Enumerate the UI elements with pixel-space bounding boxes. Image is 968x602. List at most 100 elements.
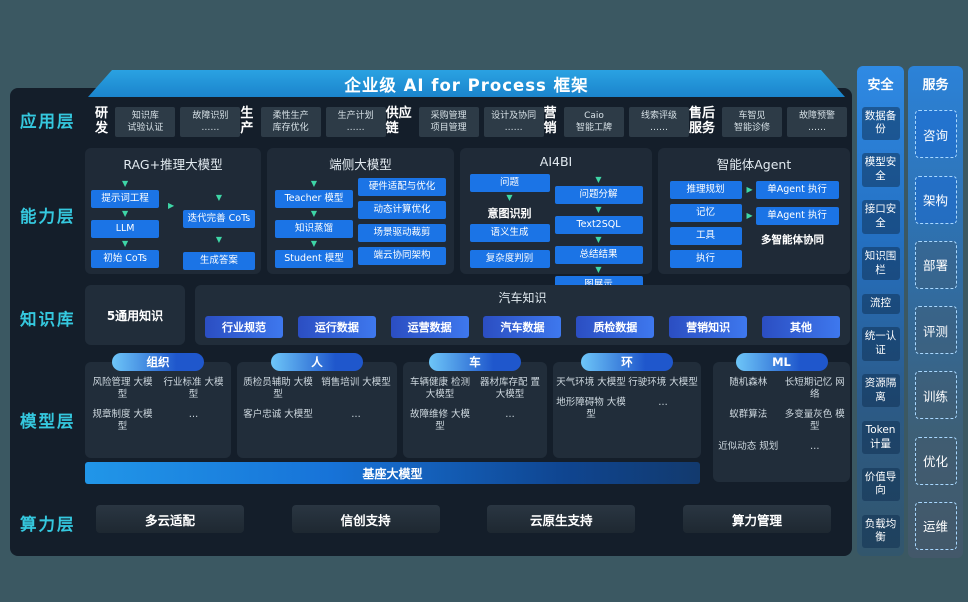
app-item-line: 采购管理	[430, 110, 467, 121]
arrow-down-icon: ▼	[595, 204, 602, 214]
arrow-down-icon: ▼	[595, 175, 602, 184]
model-cell: 蚁群算法	[729, 408, 768, 420]
agent-component-item: 记忆	[669, 203, 742, 222]
automotive-knowledge-title: 汽车知识	[498, 291, 547, 305]
model-group-ml: ML 随机森林 长短期记忆 网络 蚁群算法 多变量灰色 模型 近似动态 规划…	[713, 353, 850, 482]
app-item-line: 设计及协同	[491, 110, 537, 121]
compute-item: 多云适配	[96, 505, 244, 533]
automotive-knowledge-panel: 汽车知识 行业规范 运行数据 运营数据 汽车数据 质检数据 营销知识 其他	[195, 285, 850, 345]
model-group-header: 人	[271, 353, 363, 371]
security-item: 数据备份	[861, 106, 900, 140]
edge-feature-item: 硬件适配与优化	[358, 178, 446, 196]
app-item-line: ……	[807, 123, 826, 133]
multi-agent-label: 多智能体协同	[761, 233, 824, 246]
arrow-down-icon: ▼	[122, 179, 129, 188]
arrow-down-icon: ▼	[595, 264, 602, 274]
arrow-down-icon: ▼	[506, 192, 513, 202]
ai4bi-item: 复杂度判别	[469, 249, 550, 268]
edge-panel-title: 端侧大模型	[329, 157, 392, 172]
model-cell-grid: 天气环境 大模型 行驶环境 大模型 地形障碍物 大模型…	[556, 377, 698, 421]
security-column-header: 安全	[867, 78, 894, 93]
edge-feature-item: 场景驱动裁剪	[358, 223, 446, 242]
application-layer-row: 研发 知识库 试验认证 故障识别 …… 生产 柔性生产 库存优化 生产计划 ………	[95, 99, 847, 145]
ai4bi-flow-item: Text2SQL	[554, 215, 643, 234]
service-item: 训练	[914, 371, 957, 420]
app-item-line: 生产计划	[337, 110, 374, 121]
layer-label-compute: 算力层	[20, 515, 76, 534]
ai4bi-panel: AI4BI 问题 ▼ 意图识别 语义生成 复杂度判别 ▼ 问题分解 ▼ Text2SQ…	[460, 148, 652, 294]
model-cell: 客户忠诚 大模型	[243, 408, 313, 420]
compute-item: 云原生支持	[487, 505, 636, 533]
service-item: 评测	[914, 306, 957, 355]
arrow-down-icon: ▼	[310, 179, 318, 188]
model-cell: …	[505, 408, 515, 420]
ai4bi-flow-item: 问题分解	[554, 186, 643, 204]
service-column: 服务 咨询 架构 部署 评测 训练 优化 运维	[908, 66, 963, 558]
knowledge-pill: 运行数据	[297, 316, 376, 338]
app-item-line: 线索评级	[640, 110, 677, 121]
model-group-header: 车	[429, 353, 521, 371]
service-item: 优化	[914, 436, 957, 485]
arrow-down-icon: ▼	[215, 234, 223, 244]
rag-flow-item: 生成答案	[182, 251, 255, 270]
app-group-label: 供应链	[385, 106, 412, 136]
knowledge-pill: 运营数据	[390, 316, 469, 338]
agent-exec-item: 单Agent 执行	[755, 181, 839, 199]
arrow-down-icon: ▼	[122, 208, 129, 218]
service-column-header: 服务	[922, 78, 949, 93]
knowledge-layer-row: 5通用知识 汽车知识 行业规范 运行数据 运营数据 汽车数据 质检数据 营销知识 其他	[85, 285, 850, 345]
ai4bi-right-column: ▼问题分解▼Text2SQL▼总结结果▼图展示	[554, 174, 643, 294]
model-cell: 销售培训 大模型	[321, 377, 391, 388]
agent-exec-list: ▶ 单Agent 执行 ▶ 单Agent 执行	[747, 181, 839, 225]
ai4bi-intent-label: 意图识别	[487, 206, 532, 220]
rag-flow-item: 迭代完善 CoTs	[182, 210, 255, 228]
model-cell: 地形障碍物 大模型	[556, 396, 626, 420]
model-cell: 天气环境 大模型	[556, 377, 626, 388]
arrow-down-icon: ▼	[595, 234, 602, 244]
app-group-supply-chain: 供应链 采购管理 项目管理 设计及协同 ……	[385, 106, 544, 138]
agent-exec-column: ▶ 单Agent 执行 ▶ 单Agent 执行 多智能体协同	[747, 181, 839, 268]
edge-feature-item: 动态计算优化	[358, 200, 446, 219]
layer-label-application: 应用层	[20, 112, 76, 131]
service-item: 架构	[914, 175, 957, 224]
ai4bi-left-column: 问题 ▼ 意图识别 语义生成 复杂度判别	[469, 174, 550, 294]
compute-layer-row: 多云适配 信创支持 云原生支持 算力管理	[96, 505, 831, 533]
app-item: 线索评级 ……	[628, 106, 689, 138]
arrow-right-icon: ▶	[746, 210, 753, 220]
layer-label-knowledge: 知识库	[20, 310, 76, 329]
app-item-line: Caio	[584, 110, 604, 121]
ai4bi-panel-title: AI4BI	[539, 154, 573, 169]
security-item: Token计量	[861, 420, 900, 455]
framework-title: 企业级 AI for Process 框架	[344, 75, 589, 95]
framework-title-banner: 企业级 AI for Process 框架	[88, 70, 845, 97]
app-item: 生产计划 ……	[325, 106, 386, 138]
app-group-production: 生产 柔性生产 库存优化 生产计划 ……	[240, 106, 386, 138]
agent-component-item: 执行	[669, 249, 742, 268]
agent-panel-title: 智能体Agent	[716, 157, 792, 172]
app-group-aftersales: 售后服务 车智见 智能诊修 故障预警 ……	[688, 106, 847, 138]
agent-exec-row: ▶ 单Agent 执行	[747, 181, 839, 199]
knowledge-pill: 其他	[761, 316, 840, 338]
agent-component-list: 推理规划 记忆 工具 执行	[669, 181, 742, 268]
ai4bi-item: 语义生成	[469, 223, 550, 242]
rag-flow-left: ▼ 提示词工程 ▼ LLM ▼ 初始 CoTs	[91, 178, 160, 270]
model-cell: 质检员辅助 大模型	[243, 377, 313, 400]
model-group-header: 环	[581, 353, 673, 371]
model-cell: …	[658, 396, 668, 408]
app-item: 柔性生产 库存优化	[260, 106, 321, 138]
app-group-label: 售后服务	[688, 106, 715, 136]
model-group-environment: 环 天气环境 大模型 行驶环境 大模型 地形障碍物 大模型…	[553, 353, 701, 458]
rag-connector: ▶	[164, 178, 178, 270]
agent-exec-row: ▶ 单Agent 执行	[746, 206, 839, 225]
arrow-down-icon: ▼	[310, 208, 318, 218]
security-item: 资源隔离	[861, 374, 900, 408]
app-item-line: ……	[649, 123, 668, 133]
arrow-down-icon: ▼	[122, 238, 129, 248]
rag-flow-item: 提示词工程	[91, 190, 160, 208]
edge-flow-item: Teacher 模型	[275, 190, 353, 208]
model-cell: 行业标准 大模型	[163, 377, 224, 400]
app-item-line: ……	[201, 123, 220, 133]
app-item: Caio 智能工牌	[563, 106, 624, 138]
model-cell-grid: 随机森林 长短期记忆 网络 蚁群算法 多变量灰色 模型 近似动态 规划…	[716, 377, 847, 452]
knowledge-pill: 行业规范	[205, 316, 283, 338]
